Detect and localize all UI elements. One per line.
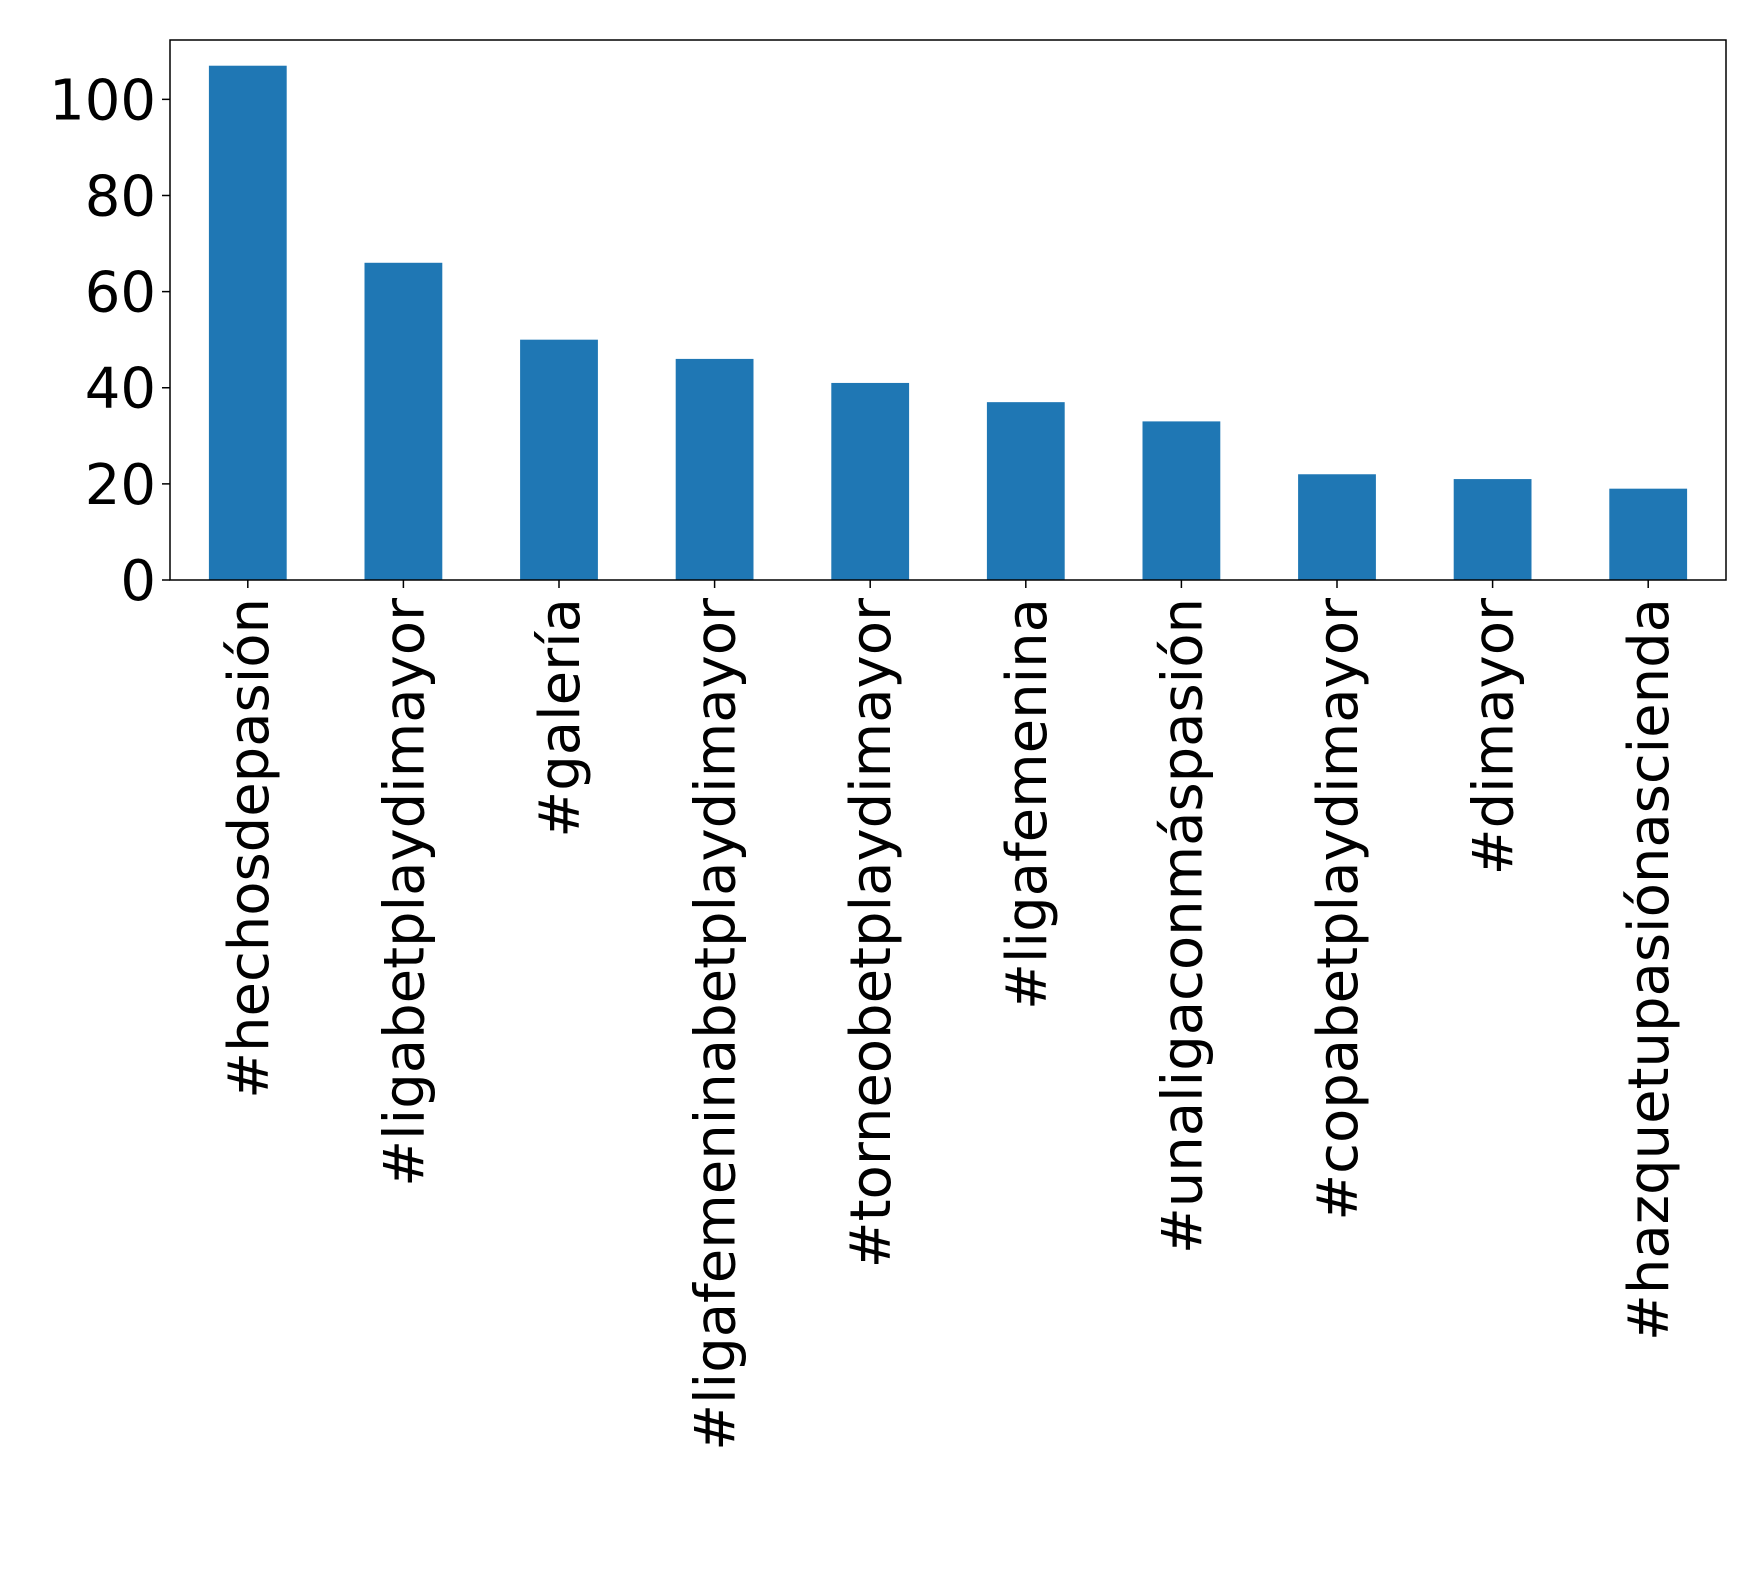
y-tick-label: 100 <box>49 68 156 133</box>
x-tick-label: #galería <box>528 598 593 838</box>
y-tick-label: 40 <box>85 357 156 422</box>
bar-6 <box>986 402 1065 580</box>
bar-4 <box>675 358 754 580</box>
x-tick-label: #ligafemenina <box>995 598 1060 1010</box>
x-tick-label: #hechosdepasión <box>217 598 282 1099</box>
x-tick-label: #hazquetupasiónascienda <box>1617 598 1682 1341</box>
x-tick-label: #dimayor <box>1462 597 1527 875</box>
x-tick-label: #ligabetplaydimayor <box>372 597 437 1187</box>
bar-10 <box>1609 488 1688 580</box>
y-axis: 0 20 40 60 80 100 <box>49 68 170 614</box>
bar-5 <box>831 382 910 580</box>
y-tick-label: 0 <box>120 549 156 614</box>
bar-2 <box>364 262 443 580</box>
y-tick-label: 80 <box>85 164 156 229</box>
bar-8 <box>1298 474 1376 580</box>
bars-group <box>208 65 1688 580</box>
bar-1 <box>208 65 287 580</box>
x-axis: #hechosdepasión #ligabetplaydimayor #galer… <box>217 580 1682 1451</box>
plot-area-frame <box>169 39 1727 581</box>
x-tick-label: #torneobetplaydimayor <box>839 597 904 1268</box>
x-tick-label: #copabetplaydimayor <box>1306 597 1371 1221</box>
bar-7 <box>1142 421 1221 580</box>
y-tick-label: 60 <box>85 261 156 326</box>
x-tick-label: #unaligaconmáspasión <box>1150 598 1215 1254</box>
x-tick-label: #ligafemeninabetplaydimayor <box>684 597 749 1451</box>
bar-3 <box>520 339 598 580</box>
y-tick-label: 20 <box>85 453 156 518</box>
bar-9 <box>1453 479 1532 580</box>
